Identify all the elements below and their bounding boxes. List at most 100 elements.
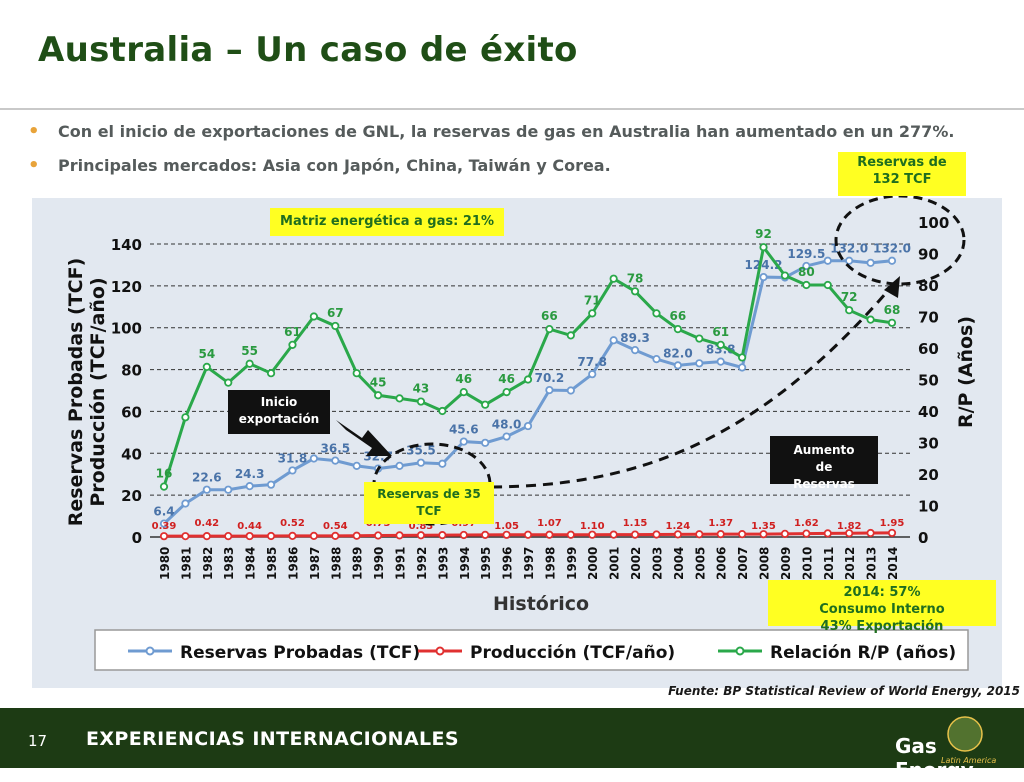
- x-tick-label: 1984: [244, 547, 258, 580]
- data-point: [352, 461, 361, 470]
- reserves-35-callout: Reservas de 35 TCF: [364, 482, 494, 524]
- x-tick-label: 1980: [158, 547, 172, 580]
- data-label: 36.5: [320, 442, 350, 456]
- data-point: [202, 485, 211, 494]
- pointer-arrow-icon: [336, 420, 392, 456]
- data-label: 132.0: [873, 242, 911, 256]
- data-point: [438, 406, 447, 416]
- data-label: 89.3: [620, 331, 650, 345]
- data-point: [802, 280, 811, 290]
- x-tick-label: 2003: [650, 547, 664, 580]
- data-point: [609, 530, 618, 539]
- bullet-list: • Con el inicio de exportaciones de GNL,…: [28, 121, 1018, 190]
- footer-title: EXPERIENCIAS INTERNACIONALES: [86, 728, 460, 750]
- data-point: [738, 363, 747, 372]
- y-tick-left: 100: [111, 320, 142, 338]
- data-point: [866, 528, 875, 538]
- data-point: [202, 532, 211, 541]
- data-point: [845, 256, 854, 265]
- data-point: [545, 385, 554, 395]
- reserves-132-callout: Reservas de 132 TCF: [838, 152, 966, 196]
- y-tick-right: 20: [918, 466, 939, 484]
- y-tick-right: 0: [918, 529, 928, 547]
- data-point: [588, 370, 597, 379]
- data-point: [588, 309, 597, 318]
- y-tick-right: 40: [918, 403, 939, 421]
- data-point: [309, 454, 318, 463]
- y-tick-right: 50: [918, 372, 939, 390]
- data-point: [630, 530, 640, 539]
- company-logo: Gas Energy Latin America: [895, 716, 1020, 782]
- data-point: [716, 340, 725, 349]
- data-point: [159, 519, 169, 528]
- x-tick-label: 2005: [693, 547, 707, 580]
- data-point: [609, 274, 618, 283]
- data-point: [566, 530, 575, 539]
- source-note: Fuente: BP Statistical Review of World E…: [668, 684, 1020, 698]
- data-point: [331, 531, 340, 540]
- data-point: [759, 272, 768, 282]
- x-tick-label: 1991: [394, 547, 408, 580]
- data-label: 48.0: [492, 418, 522, 432]
- x-tick-label: 1981: [179, 547, 193, 580]
- data-label: 43: [413, 382, 430, 396]
- y-tick-right: 70: [918, 309, 939, 327]
- title-divider: [0, 108, 1024, 110]
- data-point: [823, 280, 832, 290]
- data-point: [502, 432, 511, 441]
- y-tick-left: 40: [121, 445, 142, 463]
- data-point: [266, 531, 276, 541]
- x-tick-label: 2007: [736, 547, 750, 580]
- y-tick-left: 20: [121, 487, 142, 505]
- x-tick-label: 2011: [822, 547, 836, 580]
- x-tick-label: 1989: [351, 547, 365, 580]
- x-tick-label: 1997: [522, 547, 536, 580]
- data-point: [481, 400, 490, 409]
- data-point: [845, 529, 854, 538]
- data-point: [266, 369, 276, 378]
- data-label: 55: [241, 344, 258, 358]
- x-tick-label: 2001: [608, 547, 622, 580]
- data-point: [802, 529, 811, 538]
- data-label: 1.07: [537, 518, 562, 529]
- x-tick-label: 2012: [843, 547, 857, 580]
- data-label: 1.15: [623, 518, 648, 529]
- data-point: [545, 530, 554, 539]
- data-point: [352, 531, 361, 540]
- data-point: [780, 271, 790, 280]
- bullet-dot-icon: •: [28, 121, 40, 142]
- y-tick-left: 0: [132, 529, 142, 547]
- data-label: 45: [370, 375, 387, 389]
- data-label: 0.54: [323, 521, 348, 532]
- data-label: 129.5: [787, 247, 825, 261]
- y-tick-left: 60: [121, 403, 142, 421]
- data-point: [224, 532, 233, 541]
- matriz-energetica-callout: Matriz energética a gas: 21%: [270, 208, 504, 236]
- data-point: [416, 458, 426, 467]
- bullet-dot-icon: •: [28, 155, 40, 176]
- x-tick-label: 1999: [565, 547, 579, 580]
- x-tick-label: 1986: [286, 547, 300, 580]
- globe-icon: [947, 716, 983, 752]
- legend-label: Producción (TCF/año): [470, 643, 675, 663]
- logo-subtext: Latin America: [941, 756, 997, 765]
- data-point: [224, 378, 233, 387]
- data-label: 24.3: [235, 467, 265, 481]
- data-label: 6.4: [153, 505, 174, 519]
- data-label: 71: [584, 293, 601, 307]
- x-tick-label: 1992: [415, 547, 429, 580]
- data-label: 77.8: [577, 355, 607, 369]
- data-point: [502, 530, 511, 539]
- x-tick-label: 1985: [265, 547, 279, 580]
- data-label: 46: [498, 372, 515, 386]
- data-label: 0.39: [152, 521, 177, 532]
- data-label: 45.6: [449, 423, 479, 437]
- data-point: [374, 391, 383, 400]
- data-point: [716, 357, 725, 366]
- data-label: 46: [455, 372, 472, 386]
- data-point: [673, 361, 682, 370]
- data-point: [695, 359, 704, 368]
- data-label: 1.10: [580, 521, 605, 532]
- data-point: [887, 528, 897, 538]
